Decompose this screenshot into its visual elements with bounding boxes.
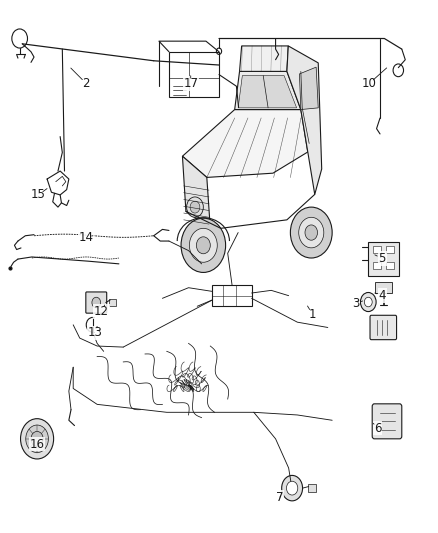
Text: 3: 3 <box>353 297 360 310</box>
Bar <box>368 241 399 276</box>
Text: 2: 2 <box>82 77 90 90</box>
Circle shape <box>26 425 48 453</box>
Circle shape <box>187 197 203 217</box>
Text: 13: 13 <box>88 326 102 340</box>
Text: 14: 14 <box>79 231 94 244</box>
FancyBboxPatch shape <box>370 316 396 340</box>
Circle shape <box>189 228 217 262</box>
Circle shape <box>181 218 226 272</box>
Bar <box>386 246 394 253</box>
Polygon shape <box>183 110 308 177</box>
Circle shape <box>360 293 376 312</box>
FancyBboxPatch shape <box>372 404 402 439</box>
Polygon shape <box>238 76 297 108</box>
Bar <box>373 246 381 253</box>
Polygon shape <box>240 46 288 71</box>
Bar <box>212 285 252 306</box>
Polygon shape <box>235 71 301 110</box>
Circle shape <box>305 225 318 240</box>
Circle shape <box>286 481 298 495</box>
Text: 6: 6 <box>374 422 381 435</box>
Text: 10: 10 <box>362 77 377 90</box>
Bar <box>308 484 316 492</box>
Text: 16: 16 <box>30 438 45 450</box>
Circle shape <box>21 419 53 459</box>
FancyBboxPatch shape <box>86 292 107 313</box>
Circle shape <box>196 237 210 254</box>
Circle shape <box>299 217 324 248</box>
Circle shape <box>92 297 101 308</box>
Circle shape <box>282 475 303 501</box>
Text: 7: 7 <box>276 491 284 504</box>
Circle shape <box>290 207 332 258</box>
Circle shape <box>31 431 43 446</box>
Text: 12: 12 <box>94 305 109 318</box>
Text: 4: 4 <box>378 289 386 302</box>
Bar <box>373 262 381 269</box>
Circle shape <box>364 297 372 307</box>
Text: 17: 17 <box>183 77 198 90</box>
Text: 5: 5 <box>378 252 386 265</box>
Bar <box>110 300 116 306</box>
Bar <box>386 262 394 269</box>
Polygon shape <box>183 156 210 228</box>
Circle shape <box>190 201 200 213</box>
Text: 1: 1 <box>309 308 316 321</box>
Text: 15: 15 <box>31 189 46 201</box>
Bar <box>375 282 392 293</box>
Polygon shape <box>300 67 318 110</box>
Polygon shape <box>287 46 322 195</box>
